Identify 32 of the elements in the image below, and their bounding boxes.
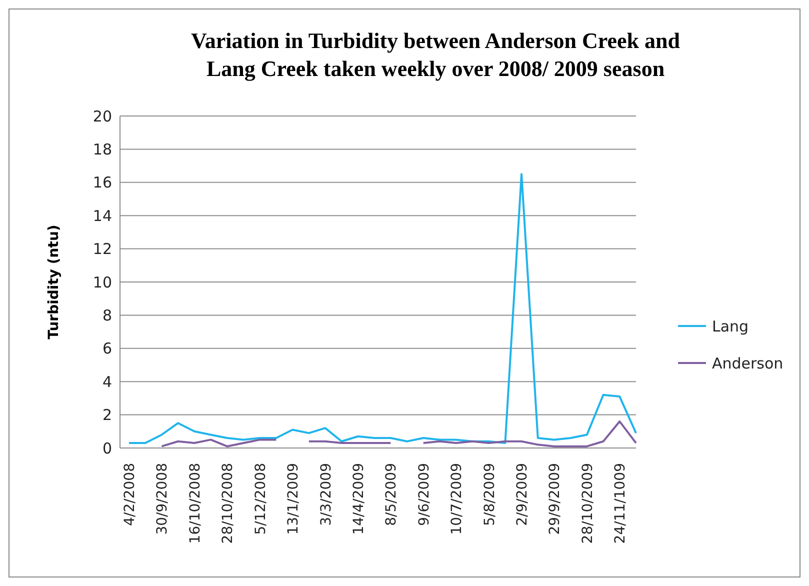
y-tick-label: 8 — [102, 306, 112, 324]
y-axis-title: Turbidity (ntu) — [46, 224, 62, 340]
chart-title: Variation in Turbidity between Anderson Creek and Lang Creek taken weekly over 2008/ 2009 season — [191, 28, 680, 81]
x-tick-label: 13/1/2009 — [286, 463, 302, 535]
y-tick-label: 12 — [92, 240, 112, 258]
x-tick-label: 8/5/2009 — [384, 463, 400, 526]
x-tick-label: 30/9/2008 — [154, 463, 171, 535]
y-tick-label: 6 — [102, 340, 112, 358]
y-tick-label: 16 — [92, 174, 112, 192]
y-tick-label: 4 — [102, 372, 112, 391]
x-tick-label: 29/9/2009 — [547, 463, 564, 535]
y-tick-label: 0 — [102, 439, 112, 458]
x-tick-label: 16/10/2008 — [187, 463, 204, 544]
x-tick-label: 28/10/2009 — [580, 463, 596, 544]
legend-label: Anderson — [712, 354, 784, 372]
y-tick-label: 20 — [92, 107, 112, 126]
x-tick-label: 5/12/2008 — [252, 463, 269, 535]
legend-label: Lang — [712, 317, 749, 336]
y-tick-label: 14 — [92, 206, 112, 225]
line-series — [128, 173, 637, 444]
x-tick-label: 24/11/1009 — [612, 463, 629, 544]
y-tick-label: 10 — [92, 273, 112, 292]
x-tick-label: 14/4/2009 — [350, 463, 367, 535]
x-tick-label: 3/3/2009 — [318, 463, 334, 526]
y-tick-label: 18 — [92, 140, 112, 158]
x-tick-label: 9/6/2009 — [416, 463, 432, 526]
x-tick-label: 2/9/2009 — [514, 463, 531, 526]
x-tick-label: 5/8/2009 — [482, 463, 498, 526]
x-tick-label: 10/7/2009 — [449, 463, 466, 535]
x-tick-label: 4/2/2008 — [122, 463, 138, 526]
y-tick-label: 2 — [102, 406, 112, 424]
x-tick-label: 28/10/2008 — [220, 463, 236, 544]
